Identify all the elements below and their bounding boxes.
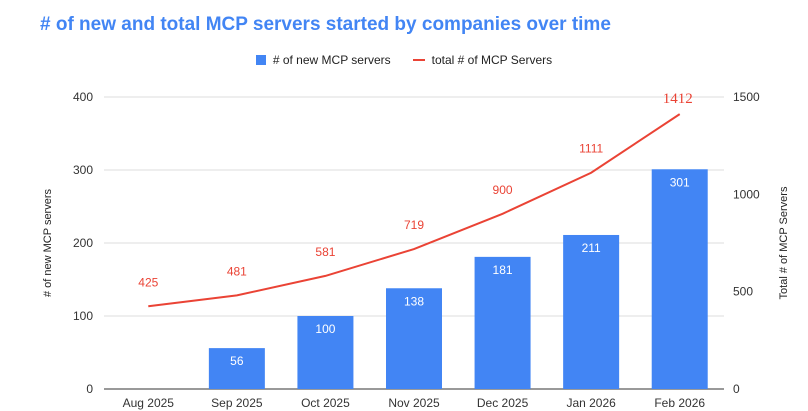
legend-item-new-servers: # of new MCP servers — [255, 53, 391, 67]
bar-value-label: 181 — [493, 263, 513, 277]
bar — [651, 169, 708, 389]
legend-label-new-servers: # of new MCP servers — [272, 53, 391, 67]
bar — [563, 234, 620, 389]
y-right-tick-label: 1000 — [733, 187, 760, 201]
bar — [208, 348, 265, 389]
x-tick-label: Oct 2025 — [301, 396, 350, 410]
y-right-tick-label: 0 — [733, 382, 740, 396]
x-tick-label: Aug 2025 — [123, 396, 175, 410]
x-tick-label: Jan 2026 — [566, 396, 616, 410]
y-left-tick-label: 100 — [73, 309, 93, 323]
x-tick-label: Feb 2026 — [654, 396, 705, 410]
bar-value-label: 211 — [582, 241, 601, 255]
line-value-label: 481 — [227, 264, 247, 278]
line-value-label: 425 — [138, 275, 158, 289]
line-value-label: 900 — [493, 183, 513, 197]
legend: # of new MCP servers total # of MCP Serv… — [0, 53, 808, 67]
line-value-label: 719 — [404, 218, 424, 232]
total-servers-line — [148, 113, 681, 308]
chart-title: # of new and total MCP servers started b… — [40, 14, 611, 35]
y-left-tick-label: 200 — [73, 236, 93, 250]
y-left-tick-label: 300 — [73, 163, 93, 177]
bar — [474, 256, 531, 389]
y-left-tick-label: 0 — [86, 382, 93, 396]
line-value-label: 1412 — [663, 91, 693, 107]
x-tick-label: Dec 2025 — [477, 396, 529, 410]
legend-item-total-servers: total # of MCP Servers — [412, 53, 553, 67]
y-right-tick-label: 500 — [733, 285, 753, 299]
bar — [386, 288, 442, 389]
legend-swatch-line — [412, 59, 425, 61]
bar-value-label: 56 — [230, 354, 244, 368]
bar — [297, 316, 354, 389]
bar-value-label: 138 — [404, 294, 424, 308]
y-right-axis-title: Total # of MCP Servers — [778, 186, 790, 299]
y-left-axis-title: # of new MCP servers — [42, 189, 54, 298]
x-tick-label: Nov 2025 — [388, 396, 440, 410]
line-value-label: 1111 — [579, 142, 603, 156]
legend-swatch-bar — [255, 55, 266, 65]
x-tick-label: Sep 2025 — [211, 396, 263, 410]
bar-value-label: 100 — [315, 322, 335, 336]
y-left-tick-label: 400 — [73, 90, 93, 104]
y-right-tick-label: 1500 — [733, 90, 760, 104]
bar-value-label: 301 — [670, 175, 690, 189]
legend-label-total-servers: total # of MCP Servers — [431, 53, 553, 67]
line-value-label: 581 — [315, 245, 335, 259]
